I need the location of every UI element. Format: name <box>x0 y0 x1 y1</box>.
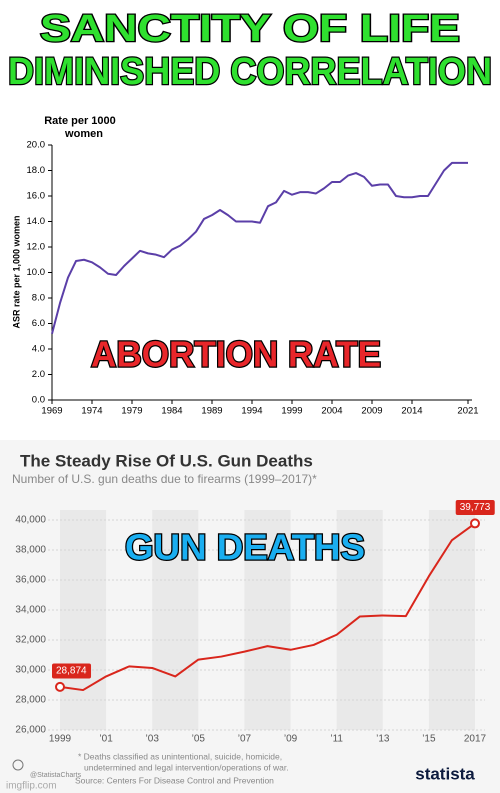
x-tick-label: ’01 <box>99 734 113 745</box>
series-line <box>51 161 468 334</box>
x-tick-label: ’09 <box>284 734 298 745</box>
footnote: * Deaths classified as unintentional, su… <box>78 751 282 761</box>
y-tick-label: 12.0 <box>27 242 46 253</box>
value-label-bg <box>52 663 92 679</box>
y-tick-label: 8.0 <box>32 293 45 304</box>
x-tick-label: 1999 <box>49 734 72 745</box>
value-label: 39,773 <box>460 502 491 513</box>
x-tick-label: 1979 <box>121 406 142 417</box>
x-tick-label: 2021 <box>457 406 478 417</box>
source: Source: Centers For Disease Control and … <box>75 775 274 785</box>
y-tick-label: 16.0 <box>27 191 46 202</box>
x-band <box>428 510 475 730</box>
caption-top: DIMINISHED CORRELATION <box>8 51 492 93</box>
credit: @StatistaCharts <box>30 772 82 779</box>
caption: GUN DEATHS <box>125 527 365 568</box>
value-label: 28,874 <box>56 666 87 677</box>
y-tick-label: 40,000 <box>15 515 46 526</box>
x-tick-label: ’11 <box>330 734 343 745</box>
y-tick-label: 34,000 <box>15 605 46 616</box>
y-tick-label: 6.0 <box>32 318 45 329</box>
brand: statista <box>415 764 475 783</box>
point-marker <box>470 518 480 529</box>
x-tick-label: 1984 <box>161 406 182 417</box>
y-axis-label: ASR rate per 1,000 women <box>11 215 21 328</box>
caption-top: SANCTITY OF LIFE <box>40 8 460 50</box>
y-tick-label: 38,000 <box>15 545 46 556</box>
x-tick-label: 1994 <box>241 406 262 417</box>
point-marker <box>55 681 65 692</box>
caption: ABORTION RATE <box>91 334 381 375</box>
x-tick-label: ’03 <box>146 734 160 745</box>
x-tick-label: ’07 <box>238 734 252 745</box>
y-tick-label: 18.0 <box>27 165 46 176</box>
y-tick-label: 32,000 <box>15 635 46 646</box>
x-tick-label: ’05 <box>192 734 206 745</box>
x-band <box>244 510 291 730</box>
x-tick-label: ’13 <box>376 734 390 745</box>
x-band <box>152 510 199 730</box>
x-band <box>336 510 383 730</box>
top-panel <box>0 0 500 440</box>
x-tick-label: 2017 <box>464 734 487 745</box>
x-tick-label: 1989 <box>201 406 222 417</box>
y-tick-label: 4.0 <box>32 344 45 355</box>
x-tick-label: 1974 <box>81 406 102 417</box>
y-tick-label: 26,000 <box>15 725 46 736</box>
x-tick-label: 1969 <box>41 406 62 417</box>
x-tick-label: 2004 <box>321 406 342 417</box>
y-tick-label: 14.0 <box>27 216 46 227</box>
cc-icon <box>12 759 24 771</box>
y-tick-label: 36,000 <box>15 575 46 586</box>
y-tick-label: 10.0 <box>27 267 46 278</box>
y-tick-label: 0.0 <box>32 395 45 406</box>
chart-subtitle: Number of U.S. gun deaths due to firearm… <box>12 472 317 486</box>
y-tick-label: 20.0 <box>27 140 46 151</box>
x-tick-label: 2014 <box>401 406 422 417</box>
y-tick-label: 2.0 <box>32 369 45 380</box>
series-line <box>59 522 476 692</box>
y-tick-label: 30,000 <box>15 665 46 676</box>
watermark: imgflip.com <box>6 781 57 792</box>
x-tick-label: ’15 <box>422 734 436 745</box>
x-band <box>60 510 107 730</box>
y-tick-label: 28,000 <box>15 695 46 706</box>
chart-title: women <box>64 128 103 140</box>
chart-title: The Steady Rise Of U.S. Gun Deaths <box>20 451 313 470</box>
chart-title: Rate per 1000 <box>44 115 116 127</box>
footnote: undetermined and legal intervention/oper… <box>84 762 289 772</box>
x-tick-label: 2009 <box>361 406 382 417</box>
value-label-bg <box>455 500 495 516</box>
x-tick-label: 1999 <box>281 406 302 417</box>
